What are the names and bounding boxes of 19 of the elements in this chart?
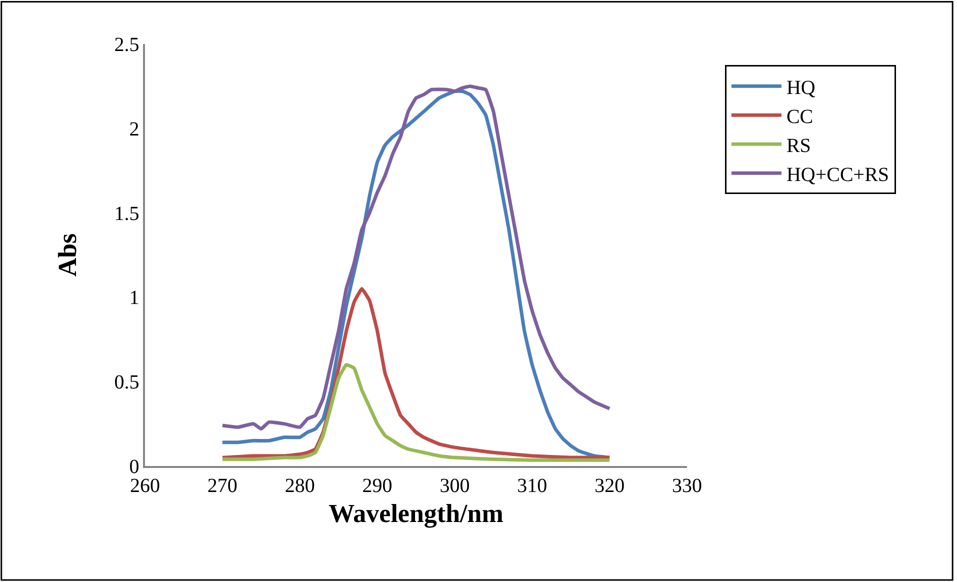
legend-label: HQ+CC+RS bbox=[786, 164, 890, 186]
x-tick-label: 300 bbox=[440, 474, 470, 497]
y-tick-label: 0.5 bbox=[114, 372, 140, 394]
y-tick-label: 2 bbox=[129, 118, 140, 140]
x-tick-label: 330 bbox=[672, 474, 702, 497]
legend-label: CC bbox=[786, 106, 814, 128]
y-tick-label: 1 bbox=[129, 287, 140, 310]
x-tick-label: 270 bbox=[207, 474, 238, 497]
x-tick-label: 320 bbox=[594, 474, 625, 497]
y-tick-label: 2.5 bbox=[114, 34, 140, 56]
legend-label: HQ bbox=[786, 76, 816, 99]
x-tick-label: 290 bbox=[362, 474, 392, 497]
y-tick-label: 1.5 bbox=[114, 202, 140, 225]
legend-label: RS bbox=[786, 134, 811, 157]
x-tick-label: 310 bbox=[517, 474, 548, 497]
y-axis-title: Abs bbox=[53, 233, 82, 277]
x-axis-title: Wavelength/nm bbox=[328, 498, 504, 528]
line-series bbox=[220, 362, 612, 462]
x-tick-label: 280 bbox=[284, 474, 315, 497]
